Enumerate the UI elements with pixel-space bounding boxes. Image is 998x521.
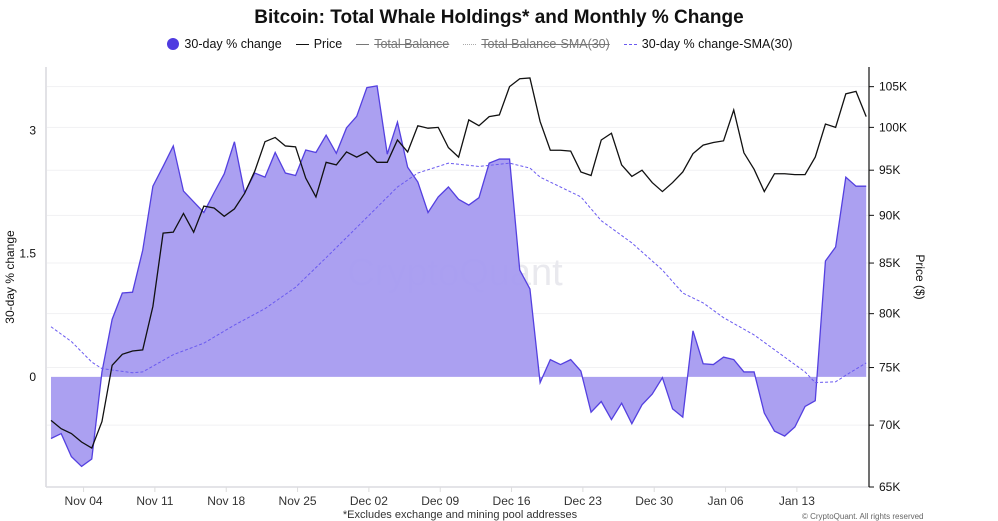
y-right-tick-label: 80K [879, 307, 900, 321]
x-tick-label: Dec 30 [635, 494, 673, 508]
y-left-tick-label: 3 [29, 123, 36, 137]
y-axis-left-label: 30-day % change [3, 230, 17, 324]
y-left-tick-label: 0 [29, 370, 36, 384]
area-30-day-change [51, 86, 866, 467]
x-tick-label: Dec 23 [564, 494, 602, 508]
x-tick-label: Dec 16 [493, 494, 531, 508]
x-tick-label: Nov 04 [65, 494, 103, 508]
y-left-tick-label: 1.5 [19, 247, 36, 261]
y-right-tick-label: 95K [879, 163, 900, 177]
y-right-tick-label: 65K [879, 480, 900, 494]
x-tick-label: Nov 18 [207, 494, 245, 508]
x-tick-label: Dec 02 [350, 494, 388, 508]
y-right-tick-label: 100K [879, 120, 907, 134]
x-tick-label: Jan 13 [779, 494, 815, 508]
footnote: *Excludes exchange and mining pool addre… [0, 509, 920, 521]
x-tick-label: Dec 09 [421, 494, 459, 508]
y-right-tick-label: 70K [879, 418, 900, 432]
y-right-tick-label: 85K [879, 256, 900, 270]
y-right-tick-label: 105K [879, 80, 907, 94]
y-right-tick-label: 90K [879, 208, 900, 222]
x-tick-label: Nov 25 [279, 494, 317, 508]
x-tick-label: Nov 11 [136, 494, 173, 508]
x-tick-label: Jan 06 [708, 494, 744, 508]
y-axis-right-label: Price ($) [913, 254, 927, 299]
copyright: © CryptoQuant. All rights reserved [802, 512, 924, 521]
series-marks [51, 78, 866, 467]
y-right-tick-label: 75K [879, 361, 900, 375]
